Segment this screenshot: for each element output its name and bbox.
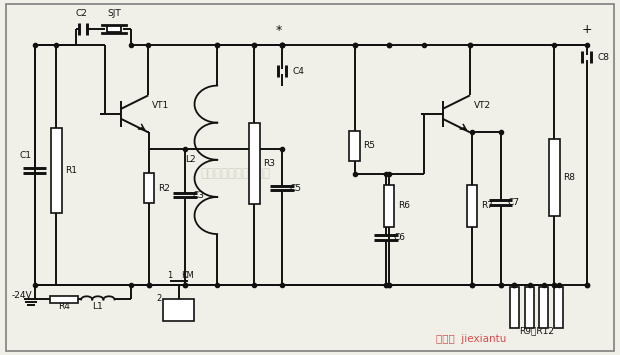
Text: R4: R4: [58, 302, 69, 311]
Bar: [525, 287, 534, 328]
Text: VT1: VT1: [152, 101, 169, 110]
Bar: [384, 185, 394, 227]
Text: 1: 1: [167, 271, 172, 280]
Text: -24V: -24V: [12, 291, 32, 300]
Text: SJT: SJT: [107, 9, 121, 17]
Text: L2: L2: [185, 155, 195, 164]
Bar: [349, 131, 360, 161]
Text: R6: R6: [398, 201, 410, 210]
Text: C1: C1: [20, 151, 32, 160]
Text: R3: R3: [263, 159, 275, 168]
Text: R5: R5: [363, 141, 375, 150]
Bar: [144, 173, 154, 203]
Text: R1: R1: [65, 166, 77, 175]
Text: C5: C5: [290, 184, 301, 193]
Text: KM: KM: [172, 306, 185, 315]
Text: C8: C8: [598, 53, 609, 62]
Text: C2: C2: [76, 9, 87, 17]
Text: R8: R8: [563, 173, 575, 182]
Bar: [554, 287, 564, 328]
Bar: [51, 128, 62, 213]
Bar: [50, 296, 78, 303]
Bar: [107, 26, 121, 32]
Bar: [510, 287, 519, 328]
Text: R9～R12: R9～R12: [519, 327, 554, 336]
Text: 2: 2: [156, 294, 162, 303]
Bar: [249, 123, 260, 204]
Text: *: *: [276, 24, 282, 37]
Bar: [539, 287, 549, 328]
Text: C6: C6: [394, 233, 405, 242]
Text: KM: KM: [180, 271, 193, 280]
Text: L1: L1: [92, 302, 103, 311]
Text: +: +: [582, 22, 591, 36]
Bar: [164, 300, 194, 321]
Text: 接线图  jiexiantu: 接线图 jiexiantu: [436, 334, 506, 344]
Text: R7: R7: [480, 201, 493, 210]
Text: C4: C4: [292, 67, 304, 76]
Bar: [467, 185, 477, 227]
Text: C3: C3: [192, 191, 205, 200]
Bar: [549, 138, 560, 217]
Text: VT2: VT2: [474, 101, 490, 110]
Text: 杭州智睿科技有限公司: 杭州智睿科技有限公司: [201, 168, 271, 180]
Text: C7: C7: [508, 198, 520, 207]
Text: R2: R2: [158, 184, 170, 193]
